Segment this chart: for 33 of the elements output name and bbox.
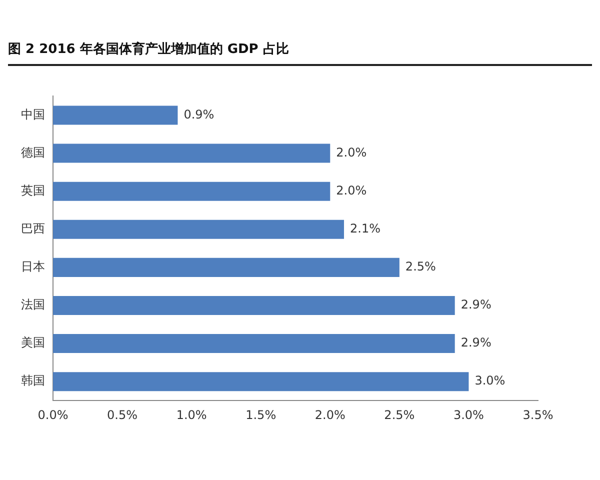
data-label: 0.9%	[184, 107, 214, 122]
bar	[53, 182, 330, 201]
y-tick-label: 美国	[21, 336, 45, 350]
x-tick-label: 0.0%	[38, 408, 68, 422]
bar	[53, 334, 455, 354]
y-tick-label: 德国	[21, 145, 45, 160]
data-label: 2.1%	[350, 222, 380, 236]
y-tick-label: 巴西	[21, 222, 45, 236]
bar	[53, 372, 469, 392]
y-tick-label: 中国	[21, 107, 45, 122]
x-tick-label: 3.0%	[453, 408, 484, 422]
bar	[53, 296, 455, 315]
x-tick-label: 1.5%	[246, 408, 276, 422]
x-tick-label: 2.0%	[314, 408, 346, 422]
x-tick-label: 1.0%	[176, 408, 207, 422]
y-tick-label: 日本	[21, 260, 45, 274]
chart-title: 图 2 2016 年各国体育产业增加值的 GDP 占比	[8, 40, 592, 66]
bar	[53, 258, 400, 277]
bar	[53, 144, 330, 163]
data-label: 2.0%	[336, 183, 367, 198]
x-tick-label: 2.5%	[384, 408, 415, 422]
x-tick-label: 3.5%	[522, 408, 554, 422]
y-tick-label: 韩国	[21, 374, 45, 388]
data-label: 2.9%	[460, 336, 492, 350]
y-tick-label: 英国	[21, 183, 45, 198]
data-label: 2.5%	[405, 260, 436, 274]
data-label: 3.0%	[474, 374, 506, 388]
y-tick-label: 法国	[21, 298, 45, 312]
x-tick-label: 0.5%	[107, 408, 138, 422]
data-label: 2.9%	[460, 298, 492, 312]
data-label: 2.0%	[336, 145, 367, 160]
bar	[53, 220, 344, 239]
bar	[53, 106, 178, 125]
